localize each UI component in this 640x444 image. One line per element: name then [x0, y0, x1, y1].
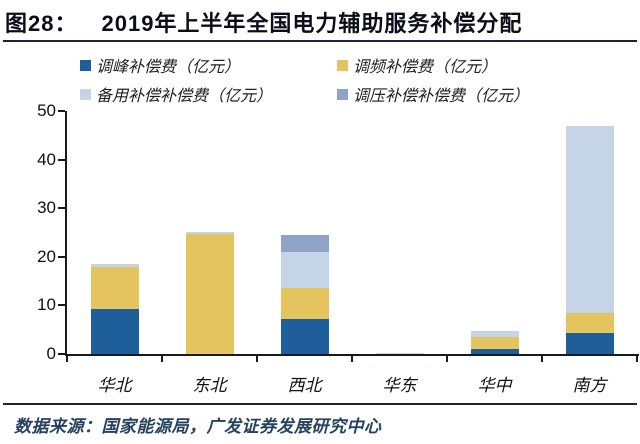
- bar-segment: [185, 232, 234, 235]
- y-axis-label: 50: [37, 101, 56, 120]
- legend-swatch-voltage-icon: [337, 88, 348, 100]
- legend-item-frequency: 调频补偿费（亿元）: [337, 53, 529, 77]
- bar-segment: [470, 349, 519, 354]
- category-label: 华北: [97, 376, 132, 395]
- bar-segment: [565, 332, 614, 354]
- y-axis-label: 20: [37, 246, 56, 266]
- figure-title: 2019年上半年全国电力辅助服务补偿分配: [101, 11, 523, 36]
- y-axis-tick: [58, 207, 65, 210]
- bar-segment: [565, 313, 614, 333]
- source-divider: [3, 403, 637, 405]
- legend-swatch-reserve-icon: [80, 88, 91, 100]
- y-axis-tick: [58, 158, 65, 161]
- legend-swatch-frequency-icon: [337, 59, 348, 71]
- x-axis-tick: [446, 356, 448, 362]
- figure-label: 图28：: [5, 11, 78, 36]
- x-axis-tick: [351, 356, 353, 362]
- x-axis-line: [65, 354, 639, 356]
- bar-segment: [185, 234, 234, 354]
- title-divider: [3, 40, 637, 42]
- bar-segment: [280, 287, 329, 319]
- y-axis-label: 0: [46, 344, 56, 363]
- legend-label-frequency: 调频补偿费（亿元）: [353, 59, 498, 76]
- y-axis-label: 40: [37, 149, 56, 169]
- y-axis-label: 30: [37, 198, 56, 218]
- y-axis-line: [65, 111, 67, 356]
- x-axis-tick: [161, 356, 163, 362]
- legend-swatch-peak-icon: [80, 59, 91, 71]
- bar-segment: [280, 234, 329, 253]
- y-axis-tick: [58, 353, 65, 355]
- legend-label-voltage: 调压补偿补偿费（亿元）: [353, 88, 530, 105]
- legend-label-peak: 调峰补偿费（亿元）: [96, 59, 241, 76]
- legend-item-peak: 调峰补偿费（亿元）: [80, 53, 337, 77]
- chart-legend: 调峰补偿费（亿元） 调频补偿费（亿元） 备用补偿补偿费（亿元） 调压补偿补偿费（…: [80, 53, 529, 106]
- bar-segment: [470, 336, 519, 350]
- category-label: 华东: [382, 376, 417, 395]
- bar-segment: [90, 266, 139, 309]
- x-axis-tick: [636, 356, 638, 362]
- bar-segment: [375, 352, 424, 354]
- legend-label-reserve: 备用补偿补偿费（亿元）: [96, 88, 273, 105]
- bar-segment: [565, 126, 614, 314]
- data-source: 数据来源：国家能源局，广发证券发展研究中心: [14, 417, 382, 436]
- figure-header: 图28： 2019年上半年全国电力辅助服务补偿分配: [5, 6, 636, 38]
- bar-segment: [280, 252, 329, 288]
- y-axis-tick: [58, 110, 65, 112]
- category-label: 华中: [477, 376, 512, 395]
- x-axis-tick: [256, 356, 258, 362]
- y-axis-tick: [58, 304, 65, 307]
- legend-item-voltage: 调压补偿补偿费（亿元）: [337, 82, 529, 106]
- category-label: 西北: [287, 376, 322, 395]
- legend-item-reserve: 备用补偿补偿费（亿元）: [80, 82, 337, 106]
- bar-segment: [470, 330, 519, 337]
- bar-segment: [90, 263, 139, 267]
- y-axis-tick: [58, 255, 65, 258]
- stacked-bar-chart: 0 10 20 30 40 50 华北 东北 西北 华东 华中 南方: [0, 100, 640, 400]
- bar-segment: [280, 318, 329, 354]
- category-label: 东北: [192, 376, 227, 395]
- category-label: 南方: [572, 376, 607, 395]
- x-axis-tick: [66, 356, 68, 362]
- x-axis-tick: [541, 356, 543, 362]
- y-axis-label: 10: [37, 295, 56, 315]
- bar-segment: [90, 308, 139, 354]
